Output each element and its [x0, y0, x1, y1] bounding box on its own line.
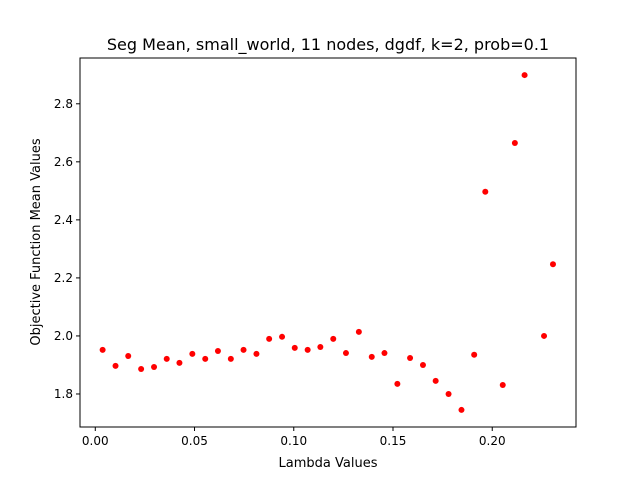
- data-point: [330, 335, 337, 342]
- x-tick-label: 0.20: [479, 434, 506, 448]
- data-point: [368, 353, 375, 360]
- data-point: [189, 350, 196, 357]
- y-tick-label: 2.6: [54, 155, 73, 169]
- data-point: [266, 335, 273, 342]
- x-axis: 0.00 0.05 0.10 0.15 0.20: [82, 427, 506, 448]
- y-tick-label: 2.4: [54, 213, 73, 227]
- data-point: [458, 406, 465, 413]
- y-axis: 1.8 2.0 2.2 2.4 2.6 2.8: [54, 97, 80, 401]
- data-point: [355, 328, 362, 335]
- data-point: [227, 355, 234, 362]
- data-point: [214, 348, 221, 355]
- data-point: [407, 354, 414, 361]
- data-point: [291, 344, 298, 351]
- data-point: [138, 366, 145, 373]
- data-point: [253, 350, 260, 357]
- data-point: [419, 361, 426, 368]
- data-point: [163, 355, 170, 362]
- data-point: [381, 350, 388, 357]
- data-point: [445, 390, 452, 397]
- x-tick-label: 0.10: [280, 434, 307, 448]
- x-tick-label: 0.15: [380, 434, 407, 448]
- data-point: [151, 363, 158, 370]
- y-axis-label: Objective Function Mean Values: [29, 138, 44, 345]
- data-point: [112, 362, 119, 369]
- data-point: [499, 381, 506, 388]
- data-point: [541, 332, 548, 339]
- data-point: [240, 346, 247, 353]
- data-point: [511, 139, 518, 146]
- data-point: [394, 380, 401, 387]
- data-point: [549, 261, 556, 268]
- y-tick-label: 1.8: [54, 387, 73, 401]
- x-axis-label: Lambda Values: [279, 456, 378, 471]
- y-tick-label: 2.0: [54, 329, 73, 343]
- data-point: [482, 188, 489, 195]
- data-point: [471, 351, 478, 358]
- chart-title: Seg Mean, small_world, 11 nodes, dgdf, k…: [107, 35, 549, 55]
- data-point: [432, 377, 439, 384]
- data-point: [99, 346, 106, 353]
- data-point: [176, 359, 183, 366]
- y-tick-label: 2.2: [54, 271, 73, 285]
- plot-area: [79, 57, 577, 428]
- y-tick-label: 2.8: [54, 97, 73, 111]
- data-points: [99, 72, 556, 413]
- x-tick-label: 0.05: [181, 434, 208, 448]
- data-point: [279, 333, 286, 340]
- data-point: [521, 72, 528, 79]
- data-point: [342, 350, 349, 357]
- data-point: [304, 346, 311, 353]
- data-point: [317, 343, 324, 350]
- data-point: [202, 355, 209, 362]
- data-point: [125, 352, 132, 359]
- x-tick-label: 0.00: [82, 434, 109, 448]
